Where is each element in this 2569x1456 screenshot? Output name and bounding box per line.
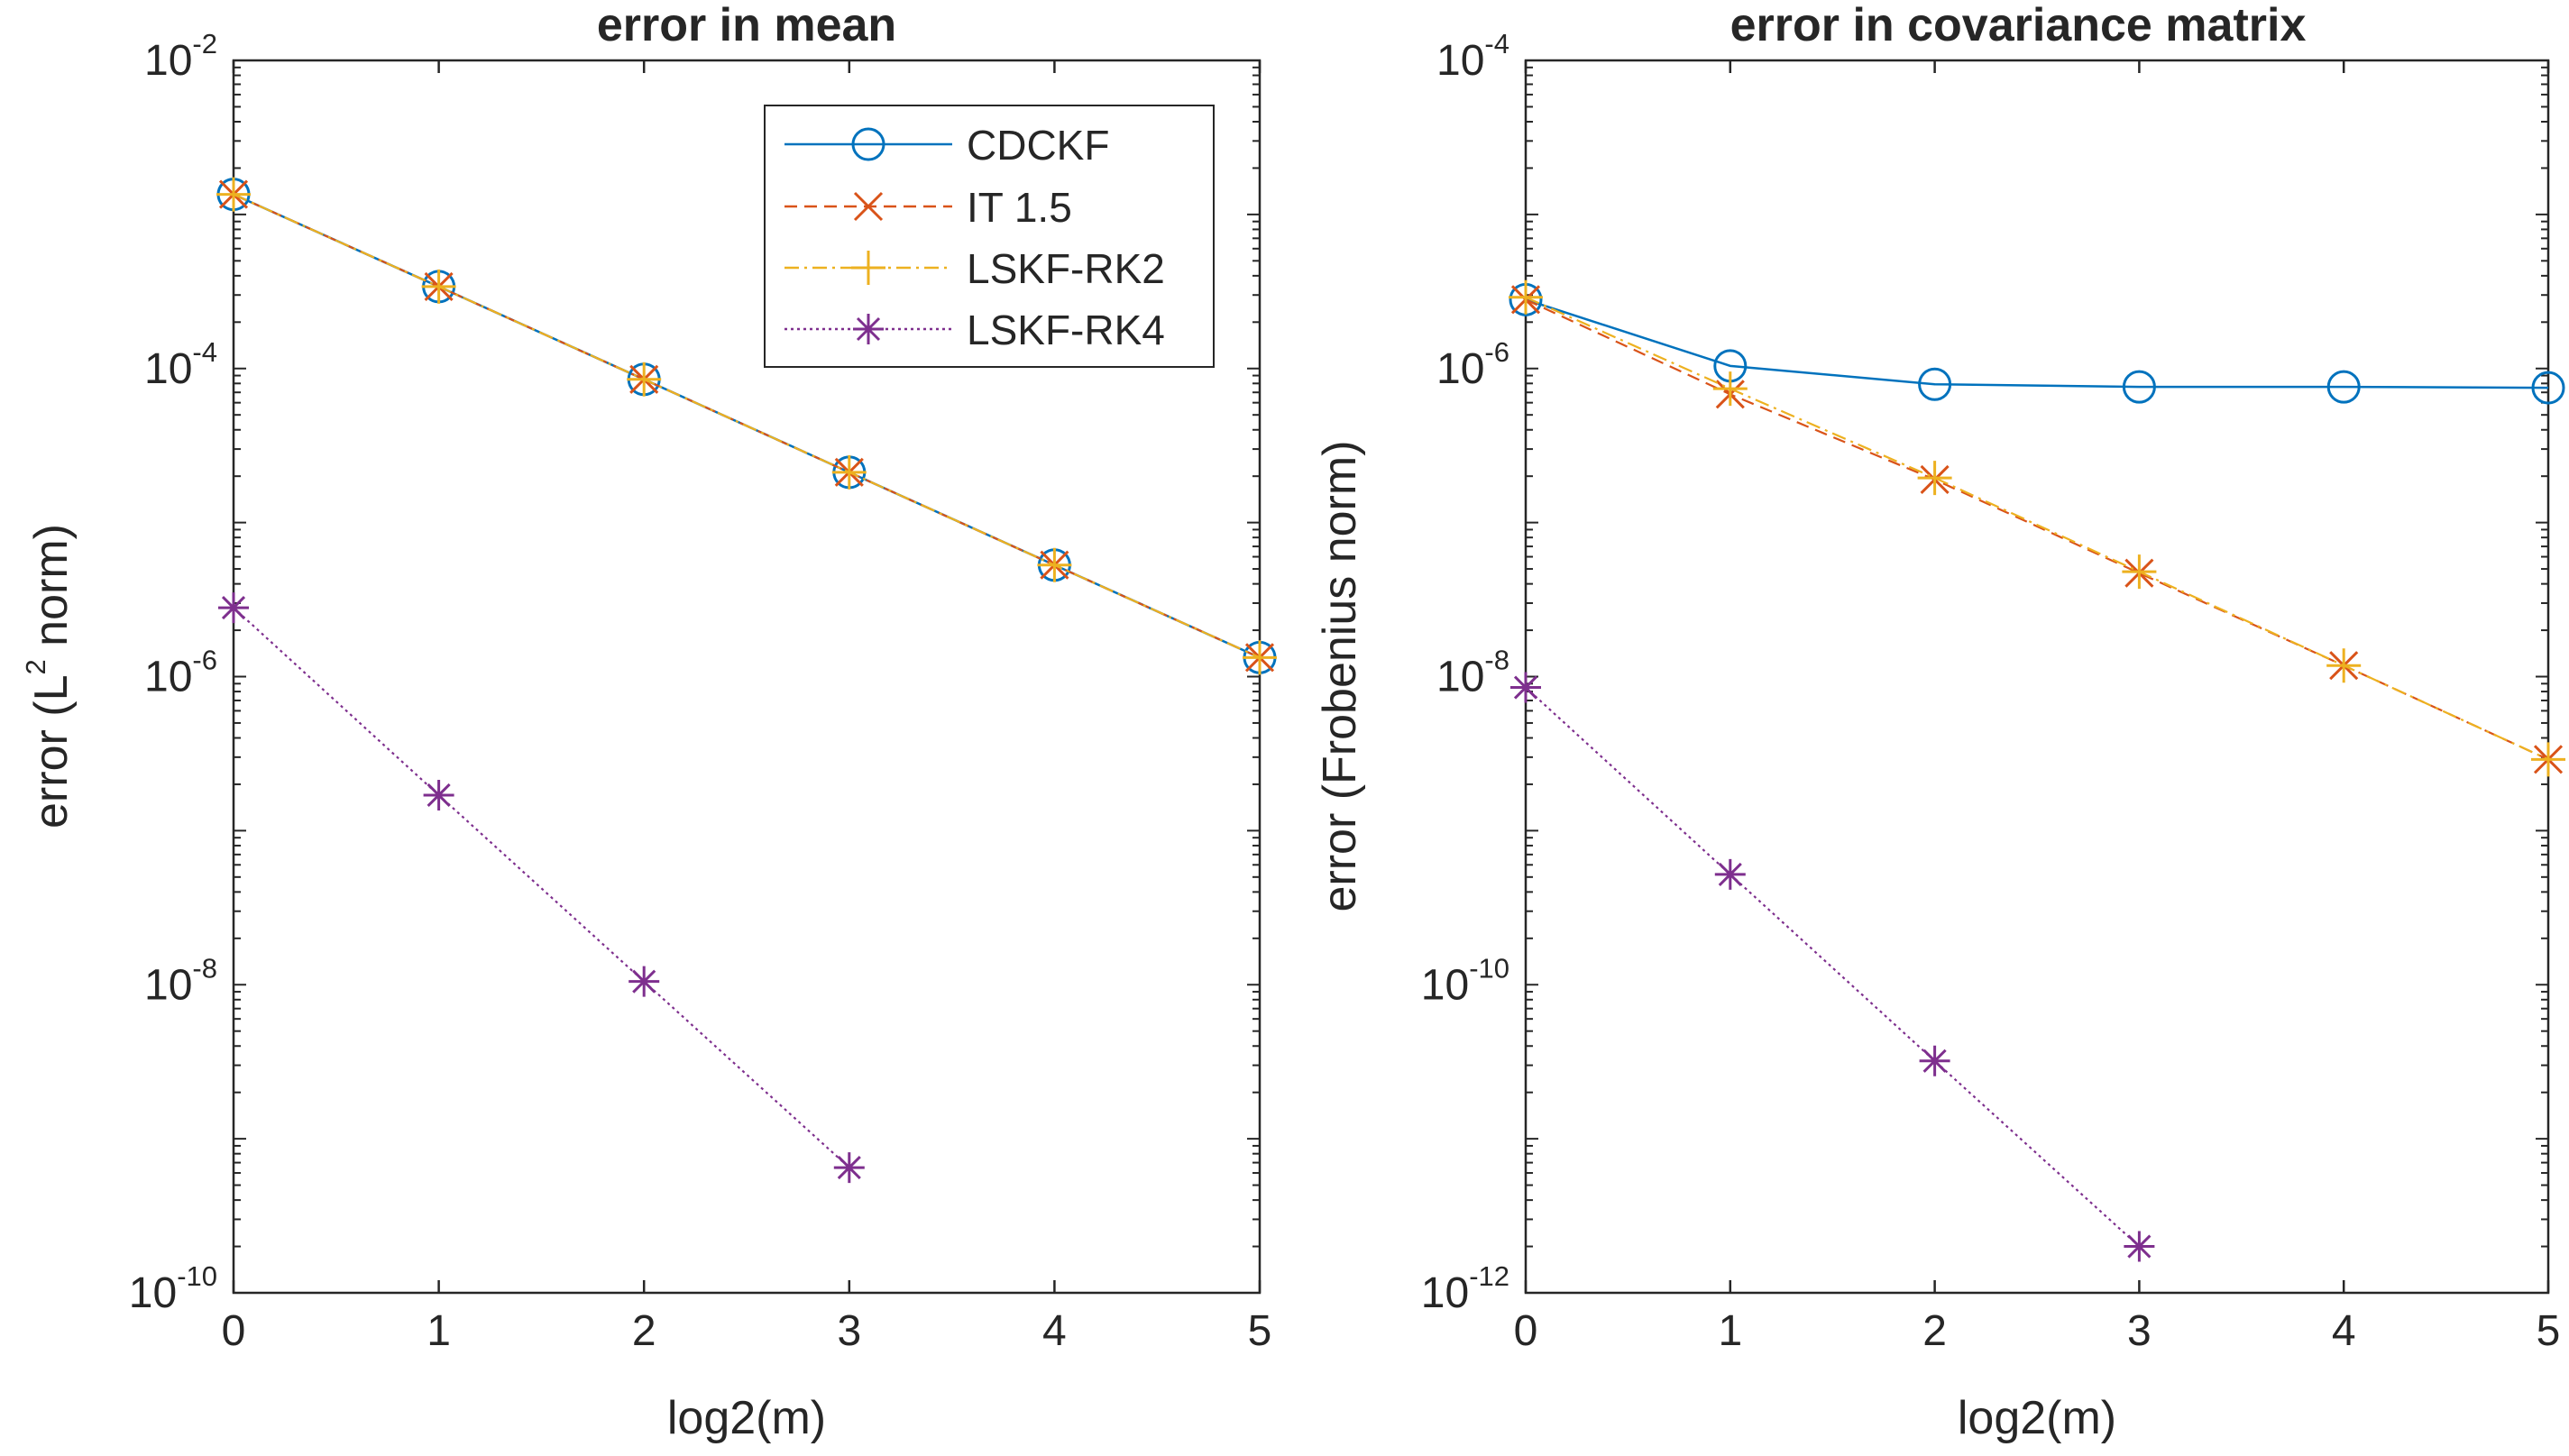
x-tick-label: 0: [222, 1307, 246, 1355]
legend-marker: [853, 314, 884, 344]
data-point-marker: [1919, 1045, 1950, 1076]
series-line-0: [1525, 298, 2549, 389]
series-layer: [216, 177, 1277, 1184]
x-axis-label: log2(m): [1958, 1392, 2116, 1444]
y-tick-labels: 10-2 10-4 10-6 10-8 10-10: [129, 28, 217, 1317]
tick-marks: [232, 60, 1262, 1294]
data-point-marker: [1037, 547, 1072, 582]
x-tick-labels: 0 1 2 3 4 5: [1514, 1307, 2561, 1355]
series-line-3: [233, 607, 850, 1168]
series-line-2: [233, 193, 1261, 659]
data-point-marker: [833, 1152, 865, 1184]
data-point-marker: [2122, 370, 2156, 404]
x-tick-label: 5: [1248, 1307, 1272, 1355]
data-point-marker: [1712, 371, 1748, 407]
y-tick-label: 10-12: [1421, 1260, 1509, 1317]
legend-label-cdckf: CDCKF: [967, 122, 1109, 169]
data-point-marker: [1243, 640, 1277, 675]
y-tick-label: 10-2: [144, 28, 217, 85]
data-point-marker: [2326, 370, 2361, 404]
x-tick-label: 2: [632, 1307, 656, 1355]
data-point-marker: [218, 592, 249, 624]
series-layer: [1509, 279, 2565, 1262]
legend-label-it15: IT 1.5: [967, 184, 1072, 231]
x-tick-label: 1: [1718, 1307, 1742, 1355]
y-tick-label: 10-10: [1421, 952, 1509, 1009]
legend: CDCKF IT 1.5 LSKF-RK2 LSKF-RK4: [764, 105, 1215, 368]
x-tick-label: 3: [2127, 1307, 2152, 1355]
x-tick-label: 3: [837, 1307, 861, 1355]
chart-title: error in covariance matrix: [1730, 0, 2307, 51]
data-point-marker: [1918, 367, 1952, 401]
y-tick-label: 10-4: [144, 336, 217, 393]
data-point-marker: [1510, 672, 1541, 703]
x-tick-label: 4: [2332, 1307, 2356, 1355]
x-tick-label: 4: [1042, 1307, 1067, 1355]
legend-box: [764, 105, 1215, 368]
data-point-marker: [627, 362, 662, 397]
x-tick-label: 0: [1514, 1307, 1538, 1355]
y-tick-label: 10-10: [129, 1260, 217, 1317]
legend-label-lskf-rk2: LSKF-RK2: [967, 245, 1165, 292]
plot-area: [1524, 59, 2550, 1295]
y-tick-label: 10-8: [144, 952, 217, 1009]
data-point-marker: [2326, 648, 2362, 683]
data-point-marker: [216, 177, 251, 212]
data-point-marker: [2124, 1231, 2155, 1262]
y-tick-label: 10-4: [1436, 28, 1509, 85]
legend-symbols: [784, 127, 952, 344]
x-axis-label: log2(m): [667, 1392, 826, 1444]
legend-marker: [853, 191, 884, 222]
data-point-marker: [1714, 858, 1746, 890]
data-point-marker: [628, 966, 660, 997]
y-axis-label: error (L2 norm): [20, 524, 78, 829]
y-tick-label: 10-8: [1436, 645, 1509, 701]
data-point-marker: [1509, 279, 1543, 315]
x-tick-label: 2: [1922, 1307, 1947, 1355]
y-axis-label: error (Frobenius norm): [1314, 440, 1366, 911]
data-point-marker: [2531, 742, 2565, 777]
x-tick-label: 1: [427, 1307, 451, 1355]
x-tick-label: 5: [2537, 1307, 2561, 1355]
chart-title: error in mean: [597, 0, 896, 51]
series-line-2: [1525, 296, 2549, 761]
y-tick-label: 10-6: [1436, 336, 1509, 393]
data-point-marker: [1917, 461, 1952, 496]
data-point-marker: [831, 454, 867, 490]
legend-marker: [851, 251, 885, 285]
legend-label-lskf-rk4: LSKF-RK4: [967, 307, 1165, 353]
data-point-marker: [2531, 371, 2565, 405]
data-point-marker: [2122, 554, 2157, 590]
y-tick-labels: 10-4 10-6 10-8 10-10 10-12: [1421, 28, 1509, 1317]
data-point-marker: [421, 269, 456, 304]
x-tick-labels: 0 1 2 3 4 5: [222, 1307, 1272, 1355]
data-point-marker: [423, 779, 454, 810]
y-tick-label: 10-6: [144, 645, 217, 701]
legend-marker: [851, 127, 885, 161]
